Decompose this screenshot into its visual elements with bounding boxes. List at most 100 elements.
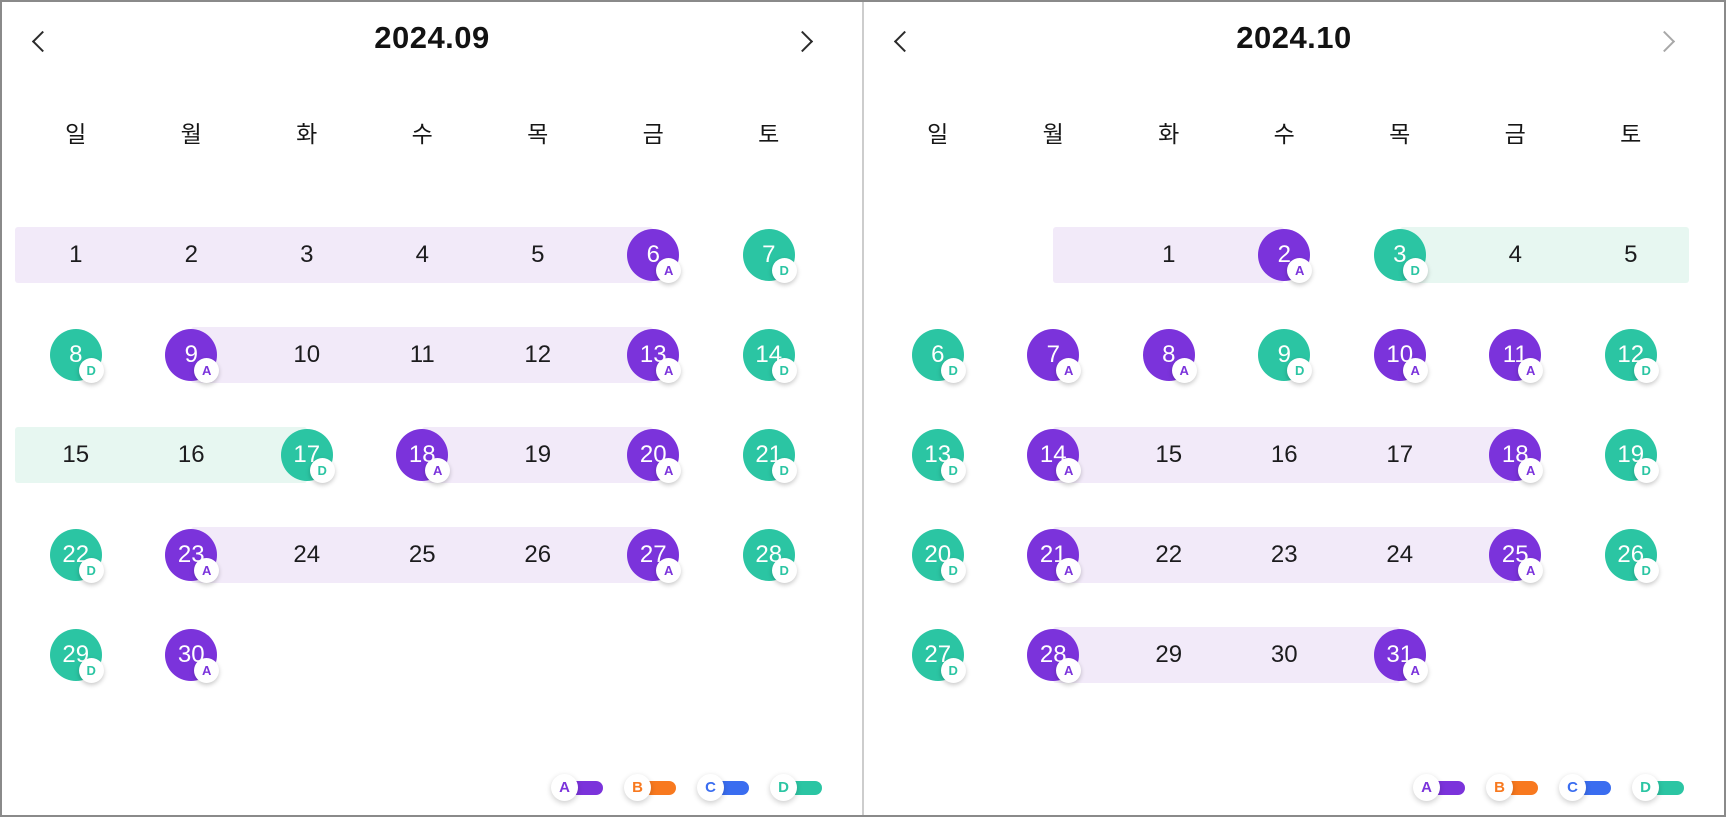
day-13-event-d[interactable]: 13 D [911, 429, 966, 483]
day-21-event-a[interactable]: 21 A [1027, 529, 1082, 583]
legend-letter-d: D [1632, 774, 1659, 801]
day-14-event-d[interactable]: 14 D [742, 329, 797, 383]
day-31-event-a[interactable]: 31 A [1373, 629, 1428, 683]
week-row: 6 D 7 A 8 A 9 D 10 A 11 A 12 D [864, 305, 1724, 405]
weekday-label: 토 [1620, 121, 1642, 147]
week-row: 29 D 30 A [2, 605, 862, 705]
day-22[interactable]: 22 [1155, 541, 1183, 568]
weekday-label: 토 [758, 121, 780, 147]
day-15[interactable]: 15 [1155, 441, 1183, 468]
day-20-event-a[interactable]: 20 A [627, 429, 682, 483]
event-badge-a-icon: A [1402, 358, 1428, 383]
day-12-event-d[interactable]: 12 D [1604, 329, 1659, 383]
day-4[interactable]: 4 [415, 241, 429, 268]
day-25-event-a[interactable]: 25 A [1489, 529, 1544, 583]
weekday-label: 목 [1389, 121, 1411, 147]
event-badge-d-icon: D [940, 458, 966, 483]
legend-letter-a: A [1413, 774, 1440, 801]
day-13-event-a[interactable]: 13 A [627, 329, 682, 383]
day-18-event-a[interactable]: 18 A [396, 429, 451, 483]
weekday-label: 화 [1158, 121, 1180, 147]
day-3[interactable]: 3 [300, 241, 314, 268]
legend-item-d: D [1632, 774, 1684, 801]
day-24[interactable]: 24 [1386, 541, 1414, 568]
day-26-event-d[interactable]: 26 D [1604, 529, 1659, 583]
day-23[interactable]: 23 [1270, 541, 1298, 568]
day-27-event-d[interactable]: 27 D [911, 629, 966, 683]
day-29-event-d[interactable]: 29 D [49, 629, 104, 683]
chevron-right-icon [1653, 30, 1675, 52]
day-12[interactable]: 12 [524, 341, 552, 368]
event-badge-a-icon: A [1056, 658, 1082, 683]
day-17-event-d[interactable]: 17 D [280, 429, 335, 483]
day-5[interactable]: 5 [531, 241, 545, 268]
day-19-event-d[interactable]: 19 D [1604, 429, 1659, 483]
day-1[interactable]: 1 [1162, 241, 1176, 268]
legend-swatch-b-icon [643, 780, 676, 795]
day-21-event-d[interactable]: 21 D [742, 429, 797, 483]
day-2[interactable]: 2 [184, 241, 198, 268]
day-28-event-a[interactable]: 28 A [1027, 629, 1082, 683]
day-23-event-a[interactable]: 23 A [165, 529, 220, 583]
legend-item-d: D [770, 774, 822, 801]
legend-swatch-c-icon [716, 780, 749, 795]
legend-letter-b: B [1486, 774, 1513, 801]
day-17[interactable]: 17 [1386, 441, 1414, 468]
event-badge-a-icon: A [1056, 558, 1082, 583]
day-1[interactable]: 1 [69, 241, 83, 268]
day-16[interactable]: 16 [1270, 441, 1298, 468]
day-28-event-d[interactable]: 28 D [742, 529, 797, 583]
legend-item-a: A [1413, 774, 1465, 801]
legend-letter-b: B [624, 774, 651, 801]
next-month-button[interactable] [1650, 24, 1684, 58]
day-30[interactable]: 30 [1270, 641, 1298, 668]
legend-swatch-d-icon [789, 780, 822, 795]
week-row: 20 D 21 A 22 23 24 25 A 26 D [864, 505, 1724, 605]
day-18-event-a[interactable]: 18 A [1489, 429, 1544, 483]
day-11[interactable]: 11 [409, 341, 435, 368]
day-4[interactable]: 4 [1508, 241, 1522, 268]
day-16[interactable]: 16 [177, 441, 205, 468]
next-month-button[interactable] [788, 24, 822, 58]
event-badge-a-icon: A [1171, 358, 1197, 383]
day-19[interactable]: 19 [524, 441, 552, 468]
legend: A B C D [1413, 774, 1684, 801]
event-badge-d-icon: D [78, 658, 104, 683]
month-title: 2024.10 [1236, 20, 1352, 55]
day-22-event-d[interactable]: 22 D [49, 529, 104, 583]
day-15[interactable]: 15 [62, 441, 90, 468]
weekday-label: 수 [1273, 121, 1295, 147]
event-badge-a-icon: A [1287, 258, 1313, 283]
event-badge-d-icon: D [940, 558, 966, 583]
day-25[interactable]: 25 [408, 541, 436, 568]
day-27-event-a[interactable]: 27 A [627, 529, 682, 583]
weekday-label: 일 [65, 121, 87, 147]
day-10-event-a[interactable]: 10 A [1373, 329, 1428, 383]
day-5[interactable]: 5 [1624, 241, 1638, 268]
day-14-event-a[interactable]: 14 A [1027, 429, 1082, 483]
day-29[interactable]: 29 [1155, 641, 1183, 668]
event-badge-d-icon: D [771, 358, 797, 383]
day-26[interactable]: 26 [524, 541, 552, 568]
event-badge-d-icon: D [940, 358, 966, 383]
day-30-event-a[interactable]: 30 A [165, 629, 220, 683]
weekday-label: 수 [411, 121, 433, 147]
day-10[interactable]: 10 [293, 341, 321, 368]
day-20-event-d[interactable]: 20 D [911, 529, 966, 583]
week-row: 13 D 14 A 15 16 17 18 A 19 D [864, 405, 1724, 505]
day-11-event-a[interactable]: 11 A [1489, 329, 1544, 383]
event-badge-d-icon: D [771, 558, 797, 583]
legend-swatch-b-icon [1505, 780, 1538, 795]
day-24[interactable]: 24 [293, 541, 321, 568]
